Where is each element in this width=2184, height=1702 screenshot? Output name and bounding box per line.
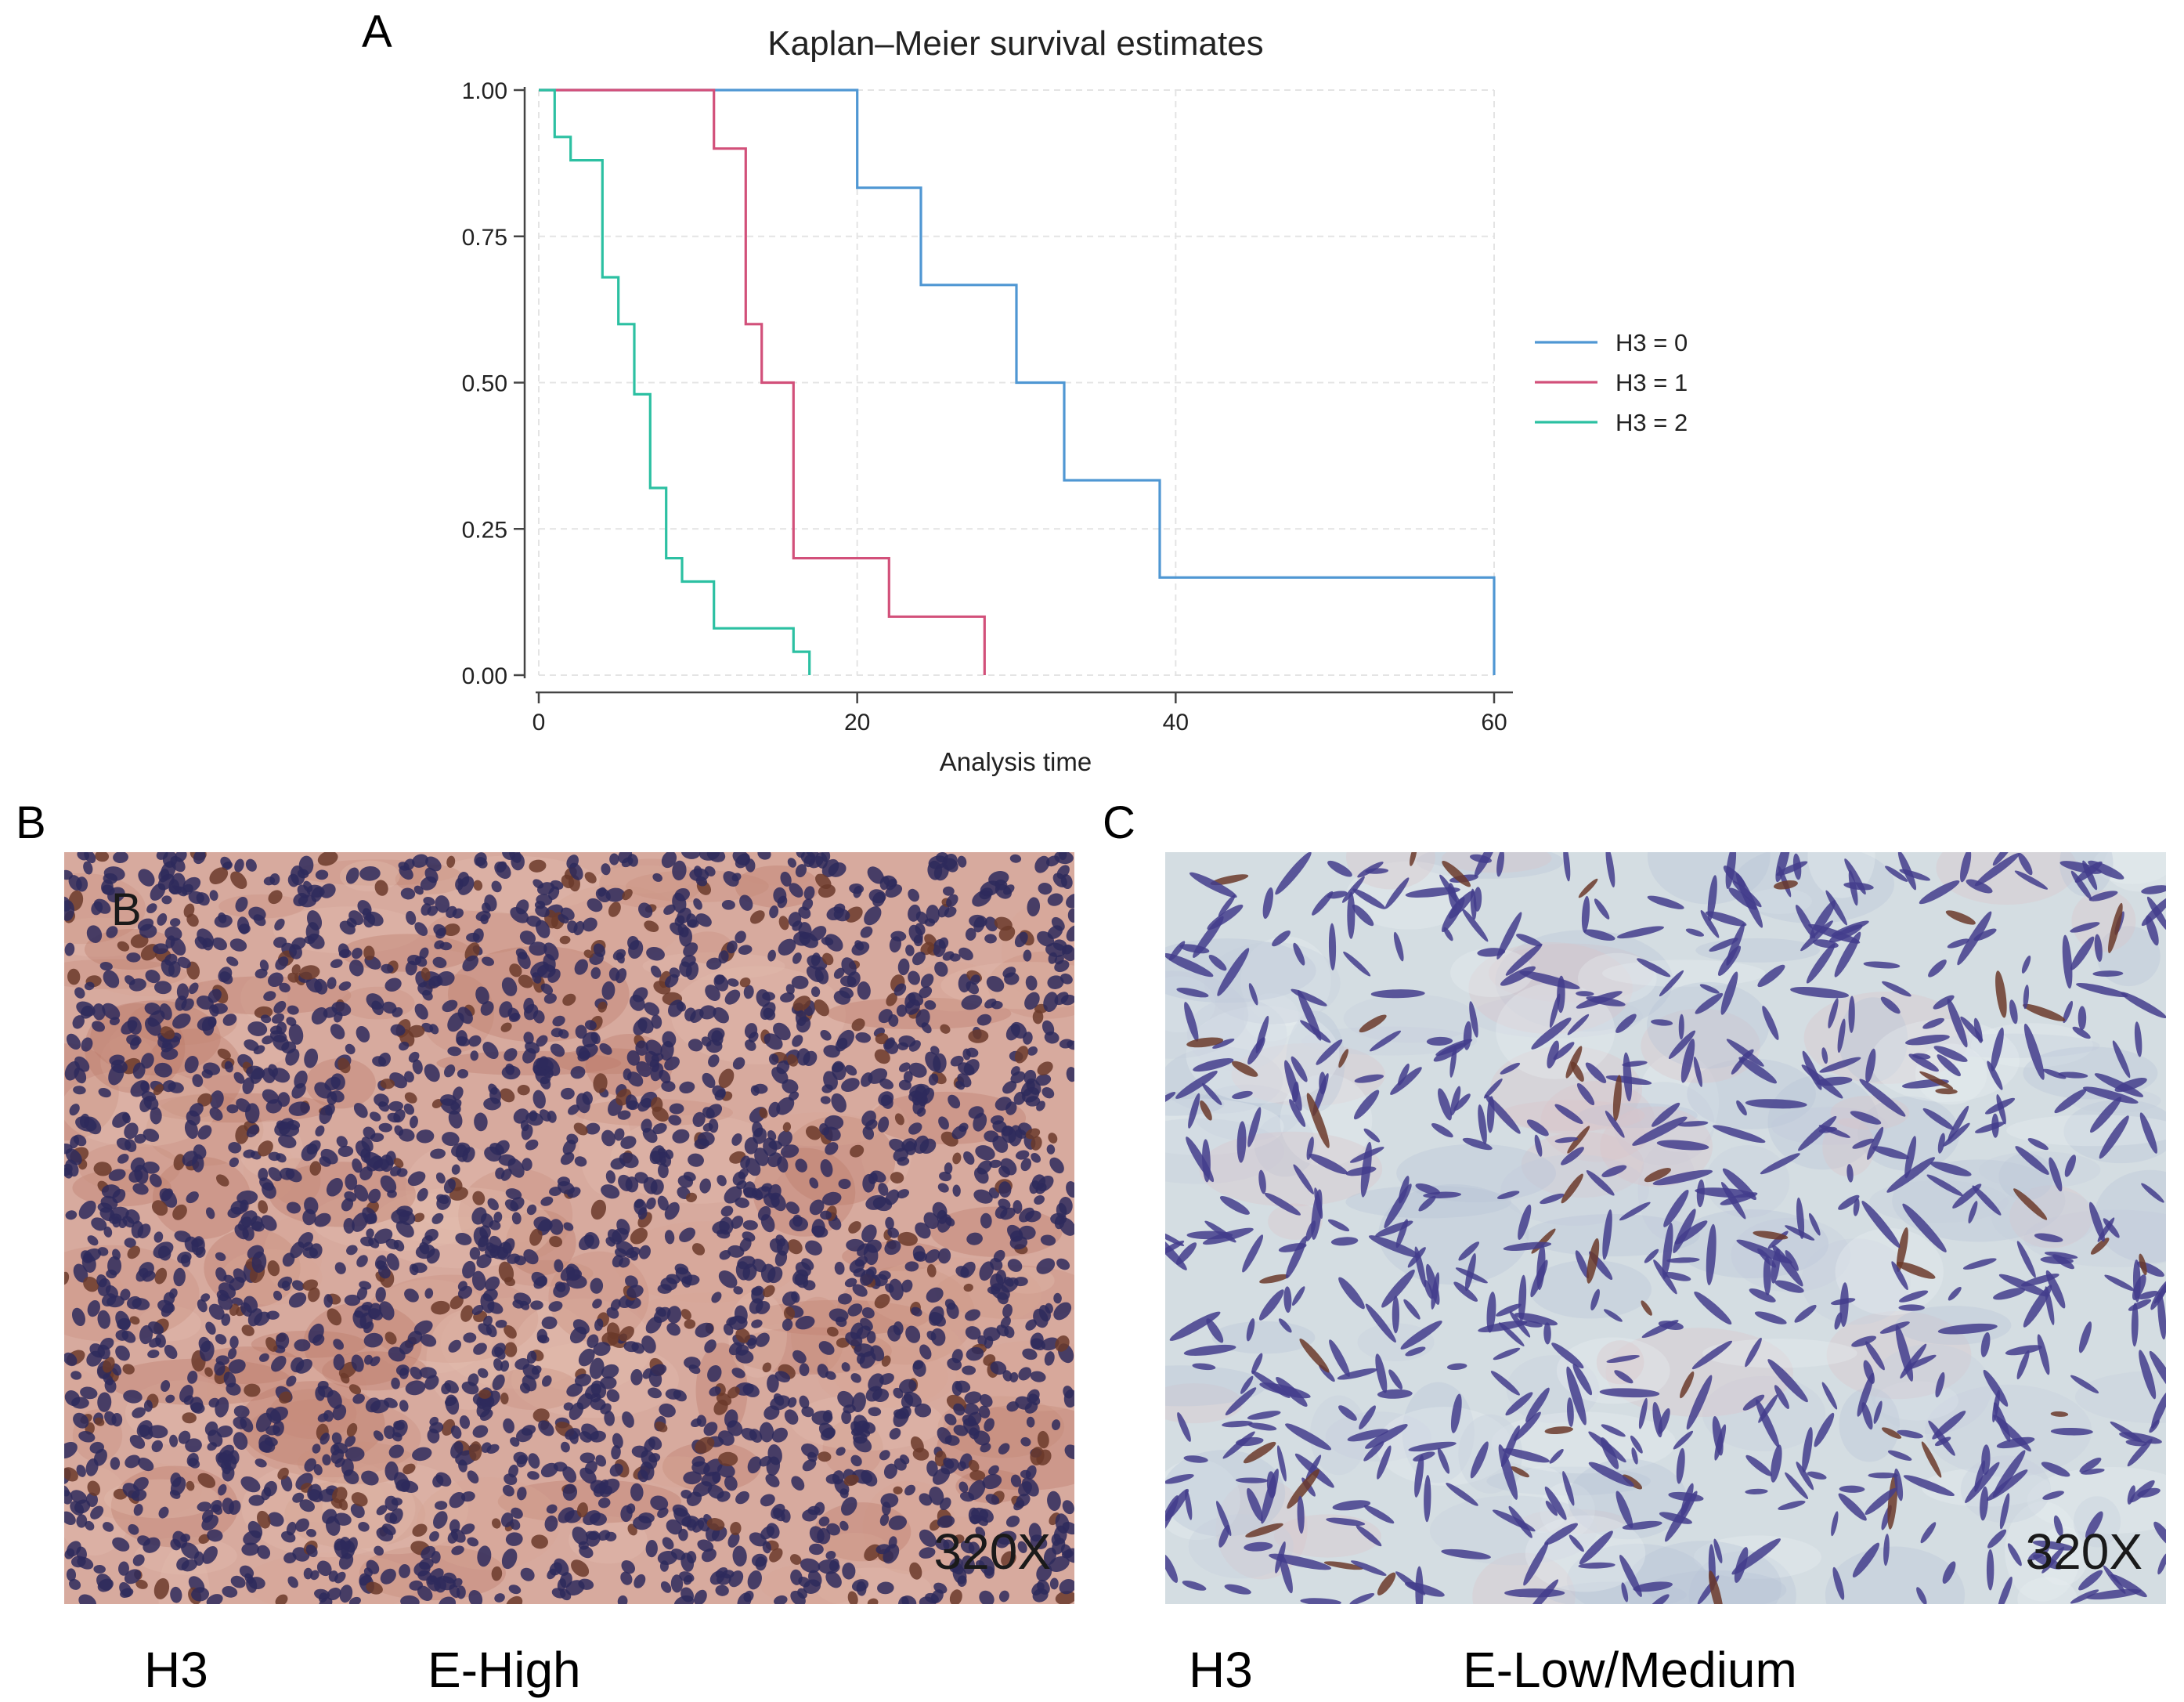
y-tick-label: 0.50 bbox=[462, 371, 507, 397]
series-line-h3-1 bbox=[539, 89, 986, 675]
series-line-h3-2 bbox=[539, 89, 811, 675]
km-chart: Kaplan–Meier survival estimates 0.00 0.25… bbox=[462, 24, 1688, 776]
y-tick-label: 0.25 bbox=[462, 517, 507, 543]
caption-b-level: E-High bbox=[428, 1642, 581, 1698]
caption-c-marker: H3 bbox=[1189, 1642, 1253, 1698]
micrograph-b-inner-label: B bbox=[111, 884, 142, 935]
axes: 0.00 0.25 0.50 0.75 1.00 0 20 40 60 bbox=[462, 78, 1513, 735]
legend-label: H3 = 1 bbox=[1615, 369, 1688, 396]
chart-title: Kaplan–Meier survival estimates bbox=[767, 24, 1263, 63]
micrograph-c-image bbox=[1165, 852, 2166, 1604]
micrograph-b-image bbox=[64, 852, 1074, 1604]
panel-b-label: B bbox=[16, 797, 46, 848]
y-tick-label: 0.00 bbox=[462, 663, 507, 689]
micrograph-b: B 320X bbox=[64, 852, 1074, 1604]
panel-a-label: A bbox=[362, 6, 392, 57]
micrograph-c-magnification: 320X bbox=[2025, 1523, 2142, 1580]
x-tick-label: 60 bbox=[1481, 710, 1507, 735]
y-tick-label: 1.00 bbox=[462, 78, 507, 104]
series-line-h3-0 bbox=[539, 89, 1496, 675]
x-axis-label: Analysis time bbox=[940, 747, 1092, 776]
x-tick-label: 20 bbox=[844, 710, 870, 735]
legend: H3 = 0 H3 = 1 H3 = 2 bbox=[1535, 329, 1688, 436]
caption-c-level: E-Low/Medium bbox=[1463, 1642, 1797, 1698]
legend-label: H3 = 0 bbox=[1615, 329, 1688, 356]
panel-c-label: C bbox=[1103, 797, 1135, 848]
x-tick-label: 40 bbox=[1163, 710, 1189, 735]
micrograph-c: 320X bbox=[1165, 852, 2166, 1604]
caption-b-marker: H3 bbox=[144, 1642, 208, 1698]
legend-label: H3 = 2 bbox=[1615, 409, 1688, 436]
x-tick-label: 0 bbox=[532, 710, 546, 735]
series-lines bbox=[539, 89, 1496, 675]
micrograph-b-magnification: 320X bbox=[933, 1523, 1051, 1580]
y-tick-label: 0.75 bbox=[462, 225, 507, 251]
